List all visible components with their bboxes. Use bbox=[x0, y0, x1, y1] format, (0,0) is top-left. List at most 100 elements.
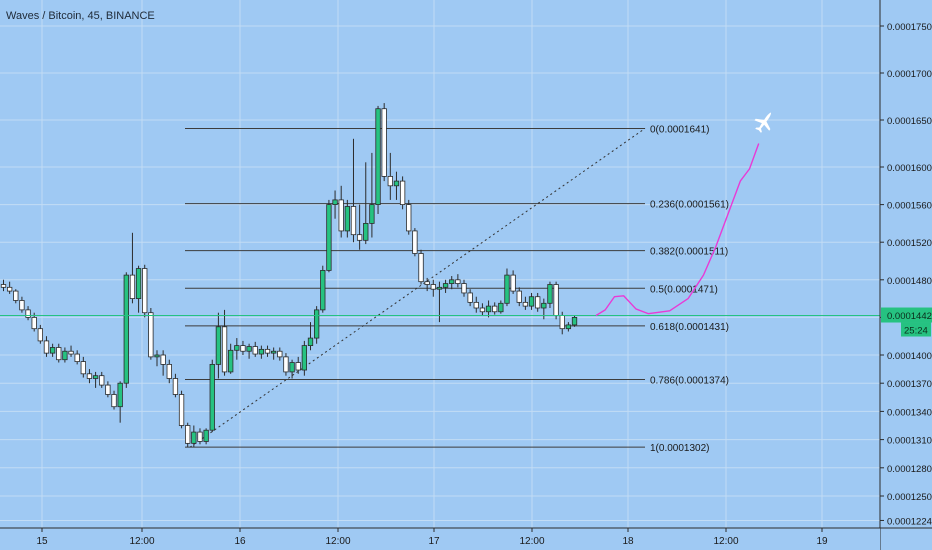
candle[interactable] bbox=[234, 338, 240, 360]
candle[interactable] bbox=[166, 359, 172, 384]
candle[interactable] bbox=[56, 343, 62, 363]
candle[interactable] bbox=[209, 359, 215, 433]
candle[interactable] bbox=[258, 345, 265, 359]
candle[interactable] bbox=[105, 381, 111, 398]
candle[interactable] bbox=[6, 281, 13, 294]
candle[interactable] bbox=[412, 228, 418, 257]
candle[interactable] bbox=[191, 425, 197, 448]
candle[interactable] bbox=[80, 356, 86, 378]
candle[interactable] bbox=[148, 308, 154, 360]
candle[interactable] bbox=[332, 190, 338, 219]
candle[interactable] bbox=[129, 232, 136, 304]
candle[interactable] bbox=[535, 292, 541, 312]
candle[interactable] bbox=[178, 390, 185, 429]
candle[interactable] bbox=[19, 296, 25, 313]
candle[interactable] bbox=[264, 345, 271, 357]
candle[interactable] bbox=[252, 341, 258, 357]
candle[interactable] bbox=[0, 279, 7, 292]
candle[interactable] bbox=[301, 340, 308, 376]
candle[interactable] bbox=[62, 347, 68, 363]
candle[interactable] bbox=[160, 350, 166, 376]
candle[interactable] bbox=[123, 272, 129, 388]
candle[interactable] bbox=[504, 268, 510, 307]
candle[interactable] bbox=[449, 276, 455, 290]
candle[interactable] bbox=[430, 279, 436, 297]
candle[interactable] bbox=[313, 306, 320, 344]
candle[interactable] bbox=[289, 359, 295, 379]
candle[interactable] bbox=[99, 371, 105, 388]
candle[interactable] bbox=[571, 315, 578, 327]
candle[interactable] bbox=[473, 296, 479, 313]
candle-body bbox=[461, 283, 467, 294]
candle[interactable] bbox=[399, 176, 406, 210]
candle[interactable] bbox=[203, 428, 209, 445]
candle[interactable] bbox=[356, 204, 363, 250]
candle[interactable] bbox=[295, 356, 301, 374]
candle[interactable] bbox=[393, 171, 400, 200]
candle[interactable] bbox=[277, 347, 283, 361]
candle[interactable] bbox=[74, 350, 80, 365]
candle-body bbox=[56, 347, 62, 361]
candle[interactable] bbox=[111, 390, 117, 410]
candle[interactable] bbox=[344, 199, 350, 238]
candle[interactable] bbox=[307, 322, 314, 351]
candle[interactable] bbox=[516, 287, 522, 307]
candle[interactable] bbox=[479, 303, 486, 316]
candle[interactable] bbox=[442, 279, 449, 293]
candle[interactable] bbox=[13, 289, 19, 304]
candle[interactable] bbox=[528, 292, 535, 310]
price-tick-label: 0.0001480 bbox=[887, 276, 932, 287]
candle[interactable] bbox=[283, 353, 289, 376]
candle[interactable] bbox=[271, 347, 277, 360]
candle[interactable] bbox=[363, 162, 369, 245]
candle[interactable] bbox=[221, 309, 228, 376]
candle[interactable] bbox=[461, 279, 467, 297]
candle[interactable] bbox=[43, 336, 50, 357]
candle[interactable] bbox=[338, 185, 344, 238]
candle[interactable] bbox=[246, 343, 252, 359]
candle[interactable] bbox=[492, 302, 498, 315]
price-axis[interactable]: 0.0001750 0.0001700 0.0001650 0.0001600 0.00… bbox=[879, 0, 932, 550]
candle[interactable] bbox=[326, 199, 332, 273]
candlestick-series[interactable] bbox=[0, 103, 578, 448]
candle[interactable] bbox=[498, 300, 504, 314]
candle[interactable] bbox=[240, 340, 246, 355]
candle[interactable] bbox=[117, 381, 123, 423]
time-axis[interactable]: 15 12:00 16 12:00 17 12:00 18 12:00 19 bbox=[0, 527, 932, 550]
candle-body bbox=[191, 431, 197, 444]
candle[interactable] bbox=[197, 428, 203, 445]
candle[interactable] bbox=[92, 371, 99, 388]
candle[interactable] bbox=[387, 152, 393, 200]
candle[interactable] bbox=[406, 199, 412, 235]
candle[interactable] bbox=[142, 264, 148, 318]
candle[interactable] bbox=[86, 369, 93, 384]
candle[interactable] bbox=[228, 343, 234, 374]
candle[interactable] bbox=[350, 138, 357, 243]
fib-level-label: 0.618(0.0001431) bbox=[650, 322, 729, 333]
candle[interactable] bbox=[135, 265, 142, 313]
candle[interactable] bbox=[320, 265, 326, 313]
candle[interactable] bbox=[424, 277, 430, 292]
candle[interactable] bbox=[510, 270, 516, 294]
candle[interactable] bbox=[215, 312, 222, 379]
candle[interactable] bbox=[369, 152, 375, 238]
candle[interactable] bbox=[522, 296, 529, 310]
candle[interactable] bbox=[553, 281, 559, 320]
candle[interactable] bbox=[418, 249, 424, 285]
candle[interactable] bbox=[375, 105, 381, 214]
candle[interactable] bbox=[565, 322, 572, 332]
candle[interactable] bbox=[37, 324, 43, 344]
candle[interactable] bbox=[172, 373, 179, 398]
candle[interactable] bbox=[68, 345, 74, 357]
candle[interactable] bbox=[455, 274, 461, 288]
candle[interactable] bbox=[25, 306, 31, 321]
candle[interactable] bbox=[185, 422, 191, 448]
time-tick-label: 16 bbox=[234, 536, 246, 547]
candle[interactable] bbox=[49, 343, 56, 357]
candle[interactable] bbox=[381, 103, 387, 182]
candle[interactable] bbox=[154, 350, 160, 367]
candle[interactable] bbox=[547, 281, 553, 308]
candle[interactable] bbox=[485, 300, 492, 318]
candle[interactable] bbox=[467, 289, 473, 307]
